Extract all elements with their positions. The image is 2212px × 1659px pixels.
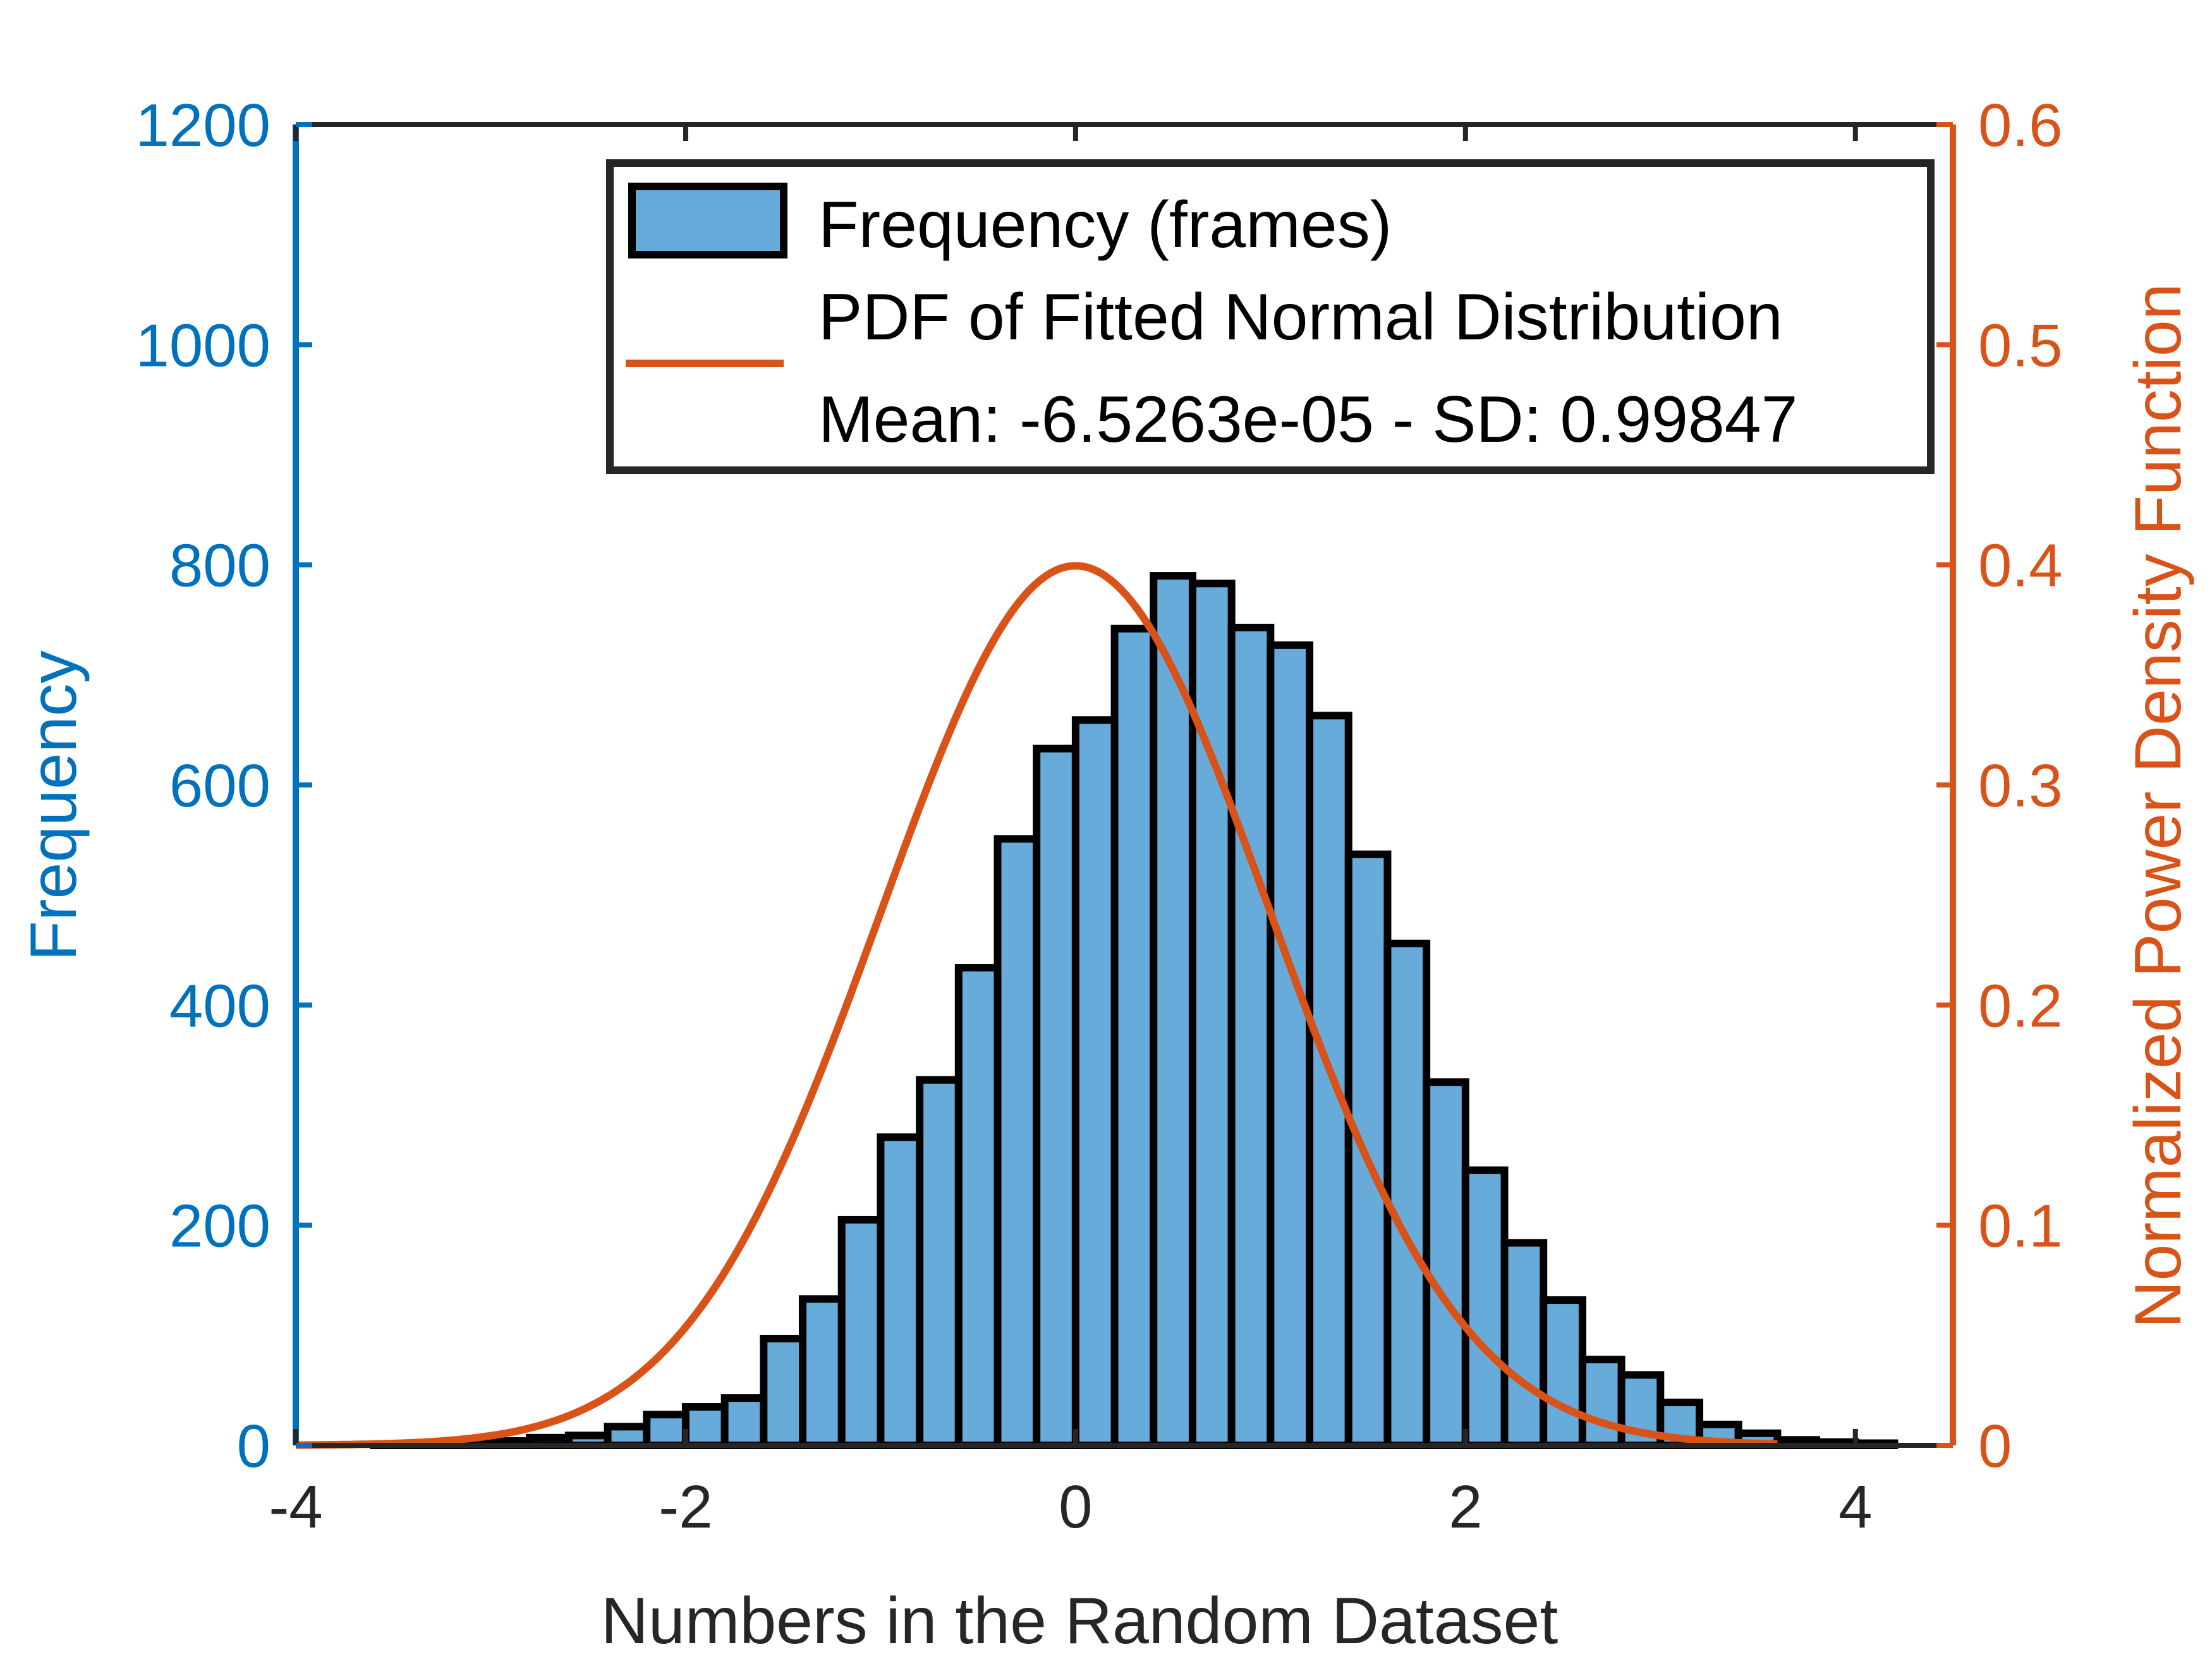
axes — [293, 122, 1956, 1448]
histogram-bar — [1110, 624, 1158, 1449]
x-tick-label: -2 — [659, 1473, 712, 1541]
y-tick-label-left: 1200 — [135, 92, 270, 159]
histogram-bar — [877, 1133, 924, 1450]
legend: Frequency (frames) PDF of Fitted Normal … — [606, 159, 1935, 474]
y-tick-label-right: 0.6 — [1978, 92, 2062, 159]
histogram-bar — [1383, 939, 1431, 1450]
histogram-bar — [681, 1403, 729, 1450]
legend-entry-frequency: Frequency (frames) — [818, 188, 1392, 262]
histogram-bar — [1071, 716, 1119, 1449]
y-tick-label-right: 0.1 — [1978, 1193, 2062, 1260]
x-axis-label: Numbers in the Random Dataset — [601, 1584, 1559, 1658]
histogram-bar — [604, 1423, 651, 1449]
legend-entry-stats: Mean: -6.5263e-05 - SD: 0.99847 — [818, 383, 1797, 456]
histogram-bar — [954, 964, 1002, 1450]
histogram-bar — [837, 1215, 885, 1450]
histogram-bar — [799, 1295, 846, 1450]
y-tick-label-right: 0.2 — [1978, 972, 2062, 1040]
histogram-bar — [1578, 1356, 1626, 1449]
y-tick-label-right: 0.4 — [1978, 532, 2062, 600]
y-tick-label-left: 0 — [237, 1413, 270, 1480]
histogram-bar — [1033, 744, 1079, 1449]
histogram-bar — [1227, 623, 1275, 1449]
y-tick-label-right: 0.3 — [1978, 752, 2062, 820]
y-tick-label-right: 0 — [1978, 1413, 2012, 1480]
x-tick-label: 2 — [1449, 1473, 1482, 1541]
histogram-bar — [720, 1394, 768, 1450]
x-tick-label: -4 — [269, 1473, 322, 1541]
y-tick-label-left: 400 — [169, 972, 270, 1040]
pdf-curve-layer — [296, 562, 1778, 1449]
legend-swatch-frequency — [628, 183, 787, 258]
y-tick-label-left: 600 — [169, 752, 270, 820]
histogram-bar — [1423, 1078, 1469, 1449]
histogram-bar — [1344, 850, 1392, 1449]
histogram-bar — [916, 1076, 963, 1450]
y-axis-label-left: Frequency — [17, 650, 90, 961]
x-tick-label: 0 — [1059, 1473, 1092, 1541]
histogram-bar — [1540, 1296, 1586, 1450]
y-tick-label-left: 200 — [169, 1193, 270, 1260]
histogram-bars — [370, 572, 1899, 1450]
x-tick-label: 4 — [1838, 1473, 1872, 1541]
tick-labels: -4 -2 0 2 4 0 200 400 600 800 1000 1200 0 0.1 0.2 0.3 0.… — [135, 92, 2062, 1541]
legend-box — [606, 159, 1935, 474]
pdf-curve — [296, 562, 1778, 1449]
histogram-bar — [1461, 1166, 1509, 1450]
legend-entry-pdf: PDF of Fitted Normal Distribution — [818, 281, 1783, 354]
histogram-bar — [1306, 712, 1352, 1449]
y-tick-label-left: 800 — [169, 532, 270, 600]
y-axis-label-right: Normalized Power Density Function — [2122, 283, 2195, 1328]
histogram-bar — [1267, 641, 1314, 1449]
histogram-bar — [1500, 1239, 1548, 1449]
histogram-bar — [994, 835, 1041, 1449]
histogram-bar — [1188, 580, 1236, 1449]
histogram-bar — [643, 1411, 690, 1450]
y-tick-label-left: 1000 — [135, 312, 270, 379]
histogram-bar — [760, 1335, 807, 1450]
y-tick-label-right: 0.5 — [1978, 312, 2062, 379]
